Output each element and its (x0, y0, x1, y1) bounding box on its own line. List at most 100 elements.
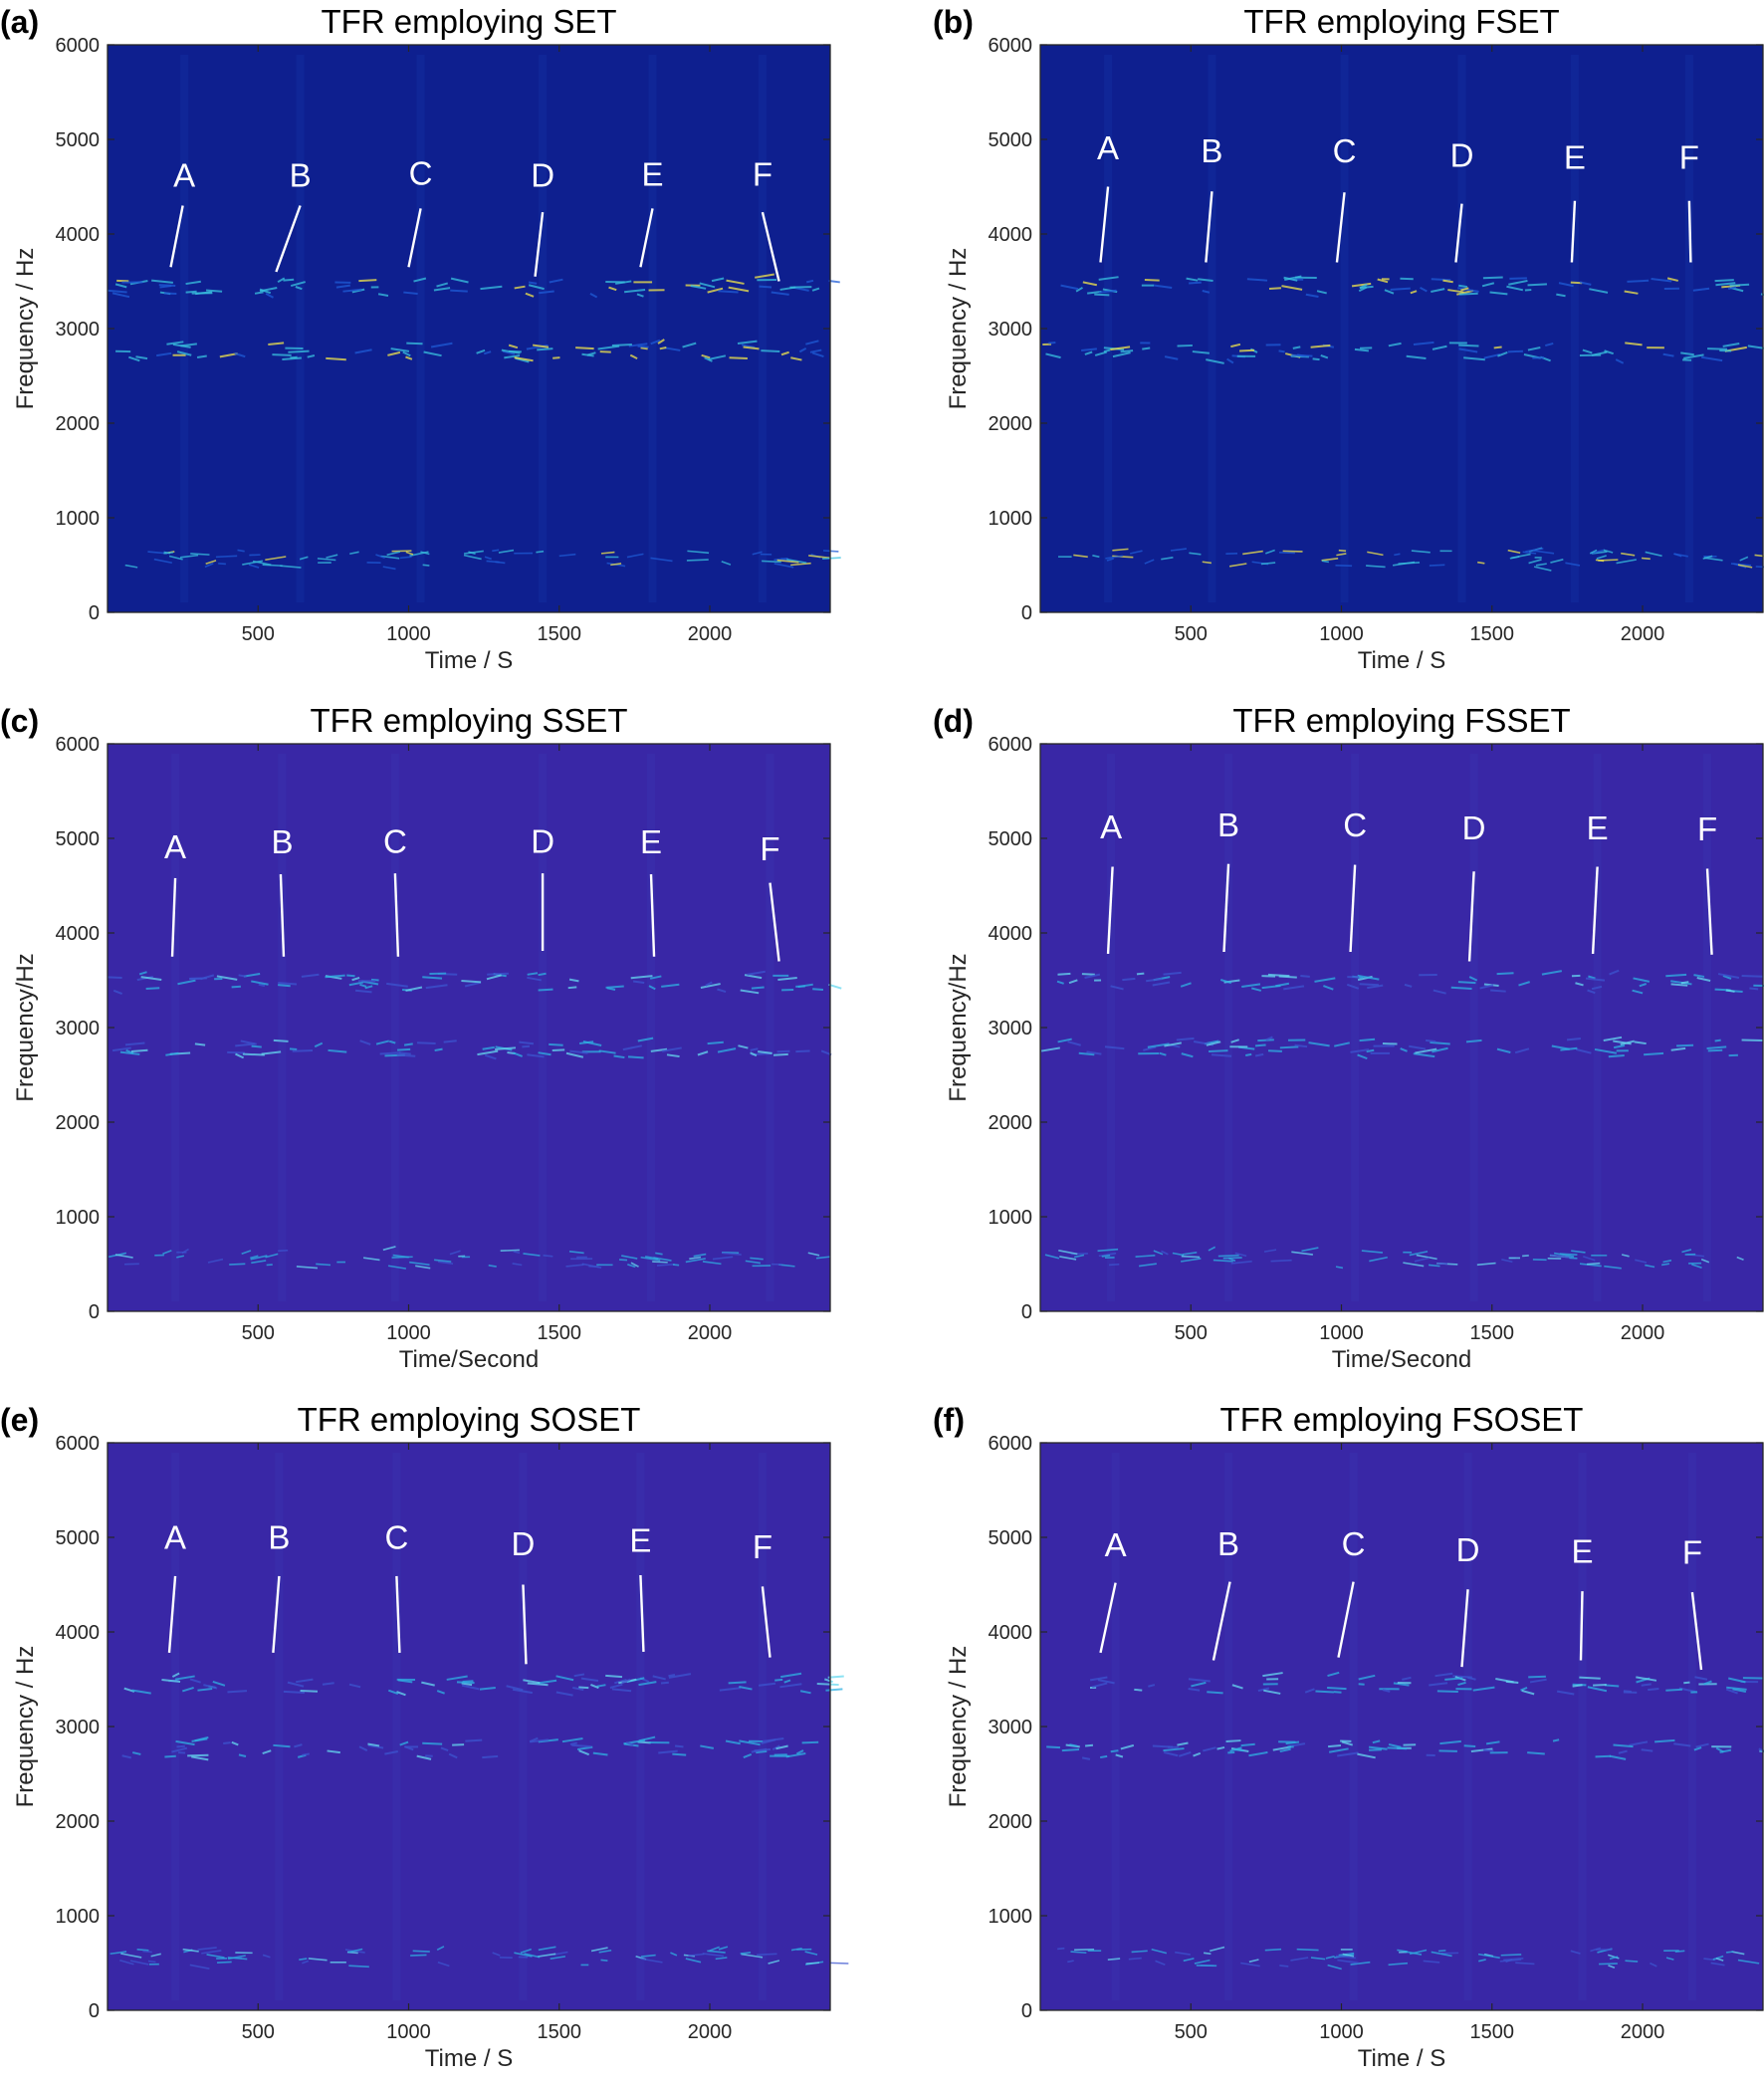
ridge-mark (588, 1265, 599, 1269)
ridge-mark (174, 1675, 195, 1681)
ridge-mark (1558, 282, 1574, 288)
ridge-mark (403, 1745, 414, 1751)
ridge-mark (751, 986, 765, 990)
ridge-mark (1048, 341, 1056, 345)
ridge-mark (176, 1744, 185, 1748)
ridge-mark (124, 1041, 145, 1046)
ridge-mark (477, 1049, 499, 1056)
ridge-mark (704, 356, 713, 362)
ridge-mark (1175, 1951, 1191, 1956)
ridge-mark (708, 354, 727, 360)
ridge-mark (1148, 1684, 1156, 1688)
ridge-mark (1535, 563, 1547, 567)
ridge-mark (166, 341, 184, 346)
ridge-mark (538, 1051, 551, 1056)
ridge-mark (637, 1037, 654, 1042)
energy-streak (766, 754, 774, 1301)
ridge-mark (660, 1681, 669, 1685)
ridge-mark (1366, 565, 1386, 569)
ridge-mark (1153, 284, 1173, 290)
ridge-mark (621, 1678, 631, 1685)
ridge-mark (382, 566, 396, 571)
ridge-mark (296, 1678, 314, 1684)
energy-streak (1351, 754, 1360, 1301)
ridge-mark (1291, 353, 1313, 357)
ridge-mark (537, 347, 553, 351)
x-tick-label: 2000 (1621, 2021, 1665, 2043)
ridge-mark (1098, 276, 1119, 281)
energy-streak (275, 1453, 284, 2000)
ridge-mark (506, 1685, 524, 1692)
x-tick-label: 500 (1175, 623, 1208, 645)
ridge-mark (575, 347, 594, 350)
chart-title: TFR employing FSOSET (1220, 1401, 1584, 1438)
ridge-mark (513, 1051, 524, 1057)
ridge-mark (1057, 1038, 1072, 1043)
ridge-mark (1384, 289, 1395, 295)
y-axis-label: Frequency / Hz (12, 1646, 39, 1808)
ridge-mark (191, 1737, 208, 1742)
y-tick-label: 6000 (989, 1433, 1033, 1455)
ridge-mark (479, 1687, 496, 1691)
ridge-mark (717, 1047, 737, 1053)
ridge-mark (1478, 1959, 1486, 1963)
ridge-mark (773, 563, 794, 569)
ridge-mark (693, 1253, 707, 1258)
ridge-mark (287, 1681, 305, 1688)
ridge-mark (498, 549, 515, 554)
ridge-mark (1377, 278, 1389, 284)
annotation-label-A: A (1100, 809, 1122, 845)
ridge-mark (189, 1964, 210, 1970)
ridge-mark (1216, 1745, 1225, 1750)
ridge-mark (1501, 1259, 1513, 1264)
ridge-mark (1527, 283, 1548, 287)
ridge-mark (543, 1255, 553, 1258)
ridge-mark (1263, 1689, 1281, 1695)
ridge-mark (719, 1687, 741, 1692)
ridge-mark (1662, 352, 1674, 357)
ridge-mark (346, 974, 355, 978)
ridge-mark (1112, 548, 1129, 552)
ridge-mark (598, 1049, 616, 1054)
ridge-mark (391, 1256, 413, 1259)
ridge-mark (1192, 350, 1210, 354)
ridge-mark (740, 1952, 752, 1955)
ridge-mark (495, 1046, 517, 1050)
ridge-mark (657, 339, 665, 345)
ridge-mark (1310, 1957, 1326, 1961)
ridge-mark (1507, 349, 1523, 353)
ridge-mark (1572, 1684, 1583, 1688)
ridge-mark (1084, 1743, 1094, 1747)
ridge-mark (1278, 975, 1297, 979)
ridge-mark (1060, 284, 1079, 291)
ridge-mark (805, 340, 819, 346)
ridge-mark (737, 340, 758, 345)
ridge-mark (755, 273, 774, 279)
ridge-mark (273, 1743, 291, 1748)
ridge-mark (1430, 1040, 1450, 1045)
y-tick-label: 4000 (56, 1622, 101, 1644)
ridge-mark (1715, 282, 1736, 287)
ridge-mark (795, 1749, 804, 1755)
ridge-mark (1410, 290, 1418, 295)
ridge-mark (1541, 970, 1562, 976)
ridge-mark (1570, 1950, 1581, 1955)
ridge-mark (555, 1675, 574, 1682)
ridge-mark (567, 986, 577, 990)
ridge-mark (1057, 972, 1071, 976)
ridge-mark (1314, 977, 1336, 983)
annotation-line-E (639, 1574, 645, 1652)
chart-title: TFR employing SET (321, 3, 616, 40)
ridge-mark (1727, 286, 1737, 290)
ridge-mark (779, 1683, 802, 1689)
annotation-line-F (1690, 1591, 1703, 1671)
annotation-line-E (1570, 200, 1577, 263)
y-tick-label: 3000 (56, 319, 101, 341)
ridge-mark (741, 1953, 764, 1959)
ridge-mark (674, 1744, 684, 1748)
ridge-mark (1115, 1753, 1124, 1758)
y-tick-label: 2000 (989, 1112, 1033, 1134)
annotation-line-E (1579, 1591, 1584, 1661)
ridge-mark (358, 279, 377, 283)
ridge-mark (1673, 1742, 1691, 1747)
